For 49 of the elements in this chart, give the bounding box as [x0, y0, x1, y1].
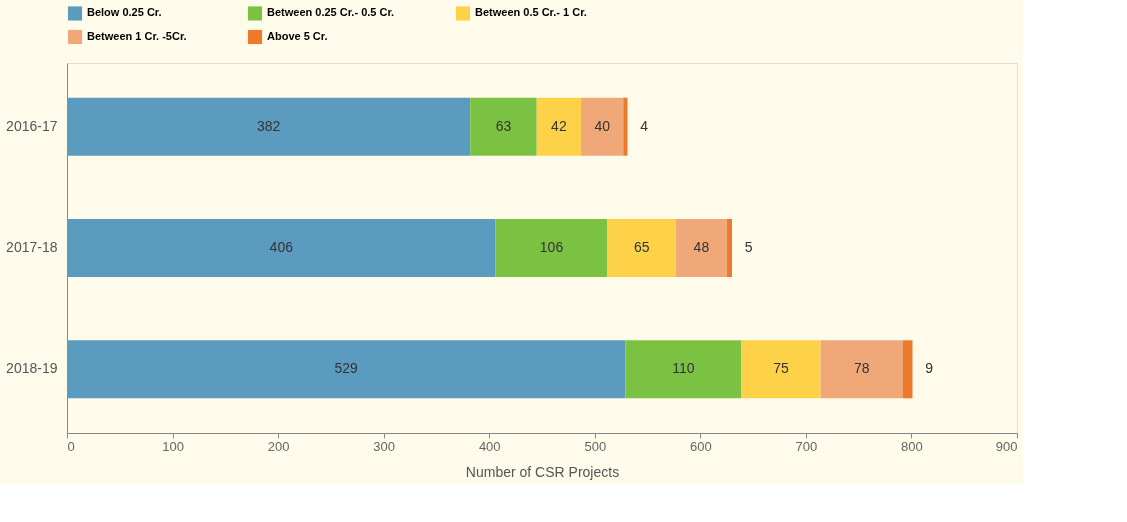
bar — [607, 219, 677, 277]
y-tick-label: 2018-19 — [6, 360, 58, 377]
bar — [726, 219, 732, 277]
x-tick-label: 600 — [689, 438, 712, 454]
legend-label: Above 5 Cr. — [267, 30, 328, 42]
x-tick-label: 500 — [584, 438, 607, 454]
bar — [676, 219, 727, 277]
legend-label: Below 0.25 Cr. — [87, 6, 162, 19]
bar — [67, 219, 496, 277]
bar — [536, 97, 582, 156]
y-tick-label: 2017-18 — [6, 239, 58, 255]
y-tick-label: 2016-17 — [6, 117, 58, 134]
x-axis-title: Number of CSR Projects — [465, 463, 620, 480]
x-tick-label: 900 — [995, 438, 1018, 454]
x-tick-label: 0 — [67, 438, 75, 454]
data-label: 110 — [672, 360, 695, 377]
data-label: 382 — [256, 117, 281, 134]
legend-label: Between 1 Cr. -5Cr. — [87, 30, 187, 42]
legend-label: Between 0.5 Cr.- 1 Cr. — [475, 6, 587, 19]
data-label: 65 — [633, 239, 650, 255]
data-label: 5 — [744, 239, 753, 255]
legend-label: Between 0.25 Cr.- 0.5 Cr. — [267, 6, 395, 19]
x-tick-label: 400 — [478, 438, 501, 454]
bar — [741, 340, 821, 399]
bar — [623, 97, 628, 156]
data-label: 63 — [495, 117, 512, 134]
data-label: 406 — [269, 239, 294, 255]
data-label: 9 — [925, 360, 934, 377]
bar — [67, 97, 471, 156]
x-tick-label: 100 — [162, 438, 184, 454]
x-tick-label: 700 — [795, 438, 818, 454]
x-tick-label: 300 — [373, 438, 396, 454]
x-tick-label: 800 — [901, 438, 923, 454]
bar — [581, 97, 624, 156]
data-label: 40 — [594, 117, 611, 134]
data-label: 75 — [773, 360, 790, 377]
x-tick-label: 200 — [267, 438, 290, 454]
data-label: 529 — [334, 360, 359, 377]
bar — [495, 219, 608, 277]
data-label: 48 — [693, 239, 710, 255]
bar — [903, 340, 913, 399]
data-label: 78 — [854, 360, 870, 377]
bar — [67, 340, 626, 399]
data-label: 4 — [640, 117, 649, 134]
data-label: 42 — [551, 117, 567, 134]
bar — [470, 97, 537, 156]
bar — [625, 340, 742, 399]
bar — [820, 340, 903, 399]
data-label: 106 — [539, 239, 564, 255]
